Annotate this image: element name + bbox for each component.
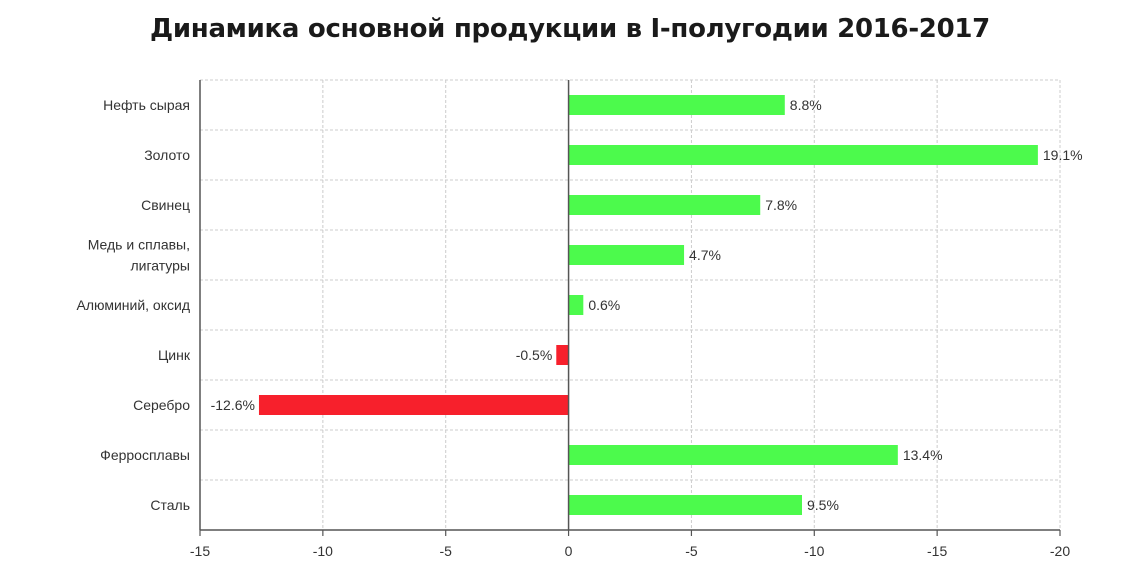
bar xyxy=(568,245,685,265)
x-tick-label: -20 xyxy=(1050,543,1070,559)
bar xyxy=(556,345,569,365)
category-label: Золото xyxy=(144,147,190,163)
data-label: 4.7% xyxy=(689,247,721,263)
data-label: 13.4% xyxy=(903,447,943,463)
bar xyxy=(568,295,584,315)
category-label: Сталь xyxy=(150,497,190,513)
bar xyxy=(568,95,785,115)
bar xyxy=(568,145,1038,165)
category-label: Свинец xyxy=(141,197,190,213)
bar xyxy=(568,195,761,215)
category-label: Ферросплавы xyxy=(100,447,190,463)
x-tick-label: -5 xyxy=(439,543,452,559)
bar xyxy=(258,395,569,415)
category-label: Медь и сплавы, xyxy=(88,237,190,253)
category-label: Нефть сырая xyxy=(103,97,190,113)
x-tick-label: -10 xyxy=(313,543,333,559)
data-label: -12.6% xyxy=(211,397,255,413)
data-label: -0.5% xyxy=(516,347,553,363)
category-label: лигатуры xyxy=(130,258,190,274)
x-tick-label: 0 xyxy=(565,543,573,559)
category-label: Цинк xyxy=(158,347,191,363)
category-label: Серебро xyxy=(133,397,190,413)
bar xyxy=(568,445,898,465)
x-tick-label: -15 xyxy=(190,543,210,559)
x-tick-label: -10 xyxy=(804,543,824,559)
data-label: 7.8% xyxy=(765,197,797,213)
category-label: Алюминий, оксид xyxy=(76,297,190,313)
data-label: 8.8% xyxy=(790,97,822,113)
chart-title: Динамика основной продукции в I-полугоди… xyxy=(150,14,990,44)
data-label: 0.6% xyxy=(588,297,620,313)
bar xyxy=(568,495,802,515)
x-tick-label: -5 xyxy=(685,543,698,559)
axis-layer xyxy=(199,80,1061,536)
bar-layer xyxy=(258,95,1038,515)
x-tick-label: -15 xyxy=(927,543,947,559)
label-layer: 8.8% Нефть сырая 19.1% Золото 7.8% Свинец 4.7%… xyxy=(76,97,1082,559)
data-label: 9.5% xyxy=(807,497,839,513)
data-label: 19.1% xyxy=(1043,147,1083,163)
